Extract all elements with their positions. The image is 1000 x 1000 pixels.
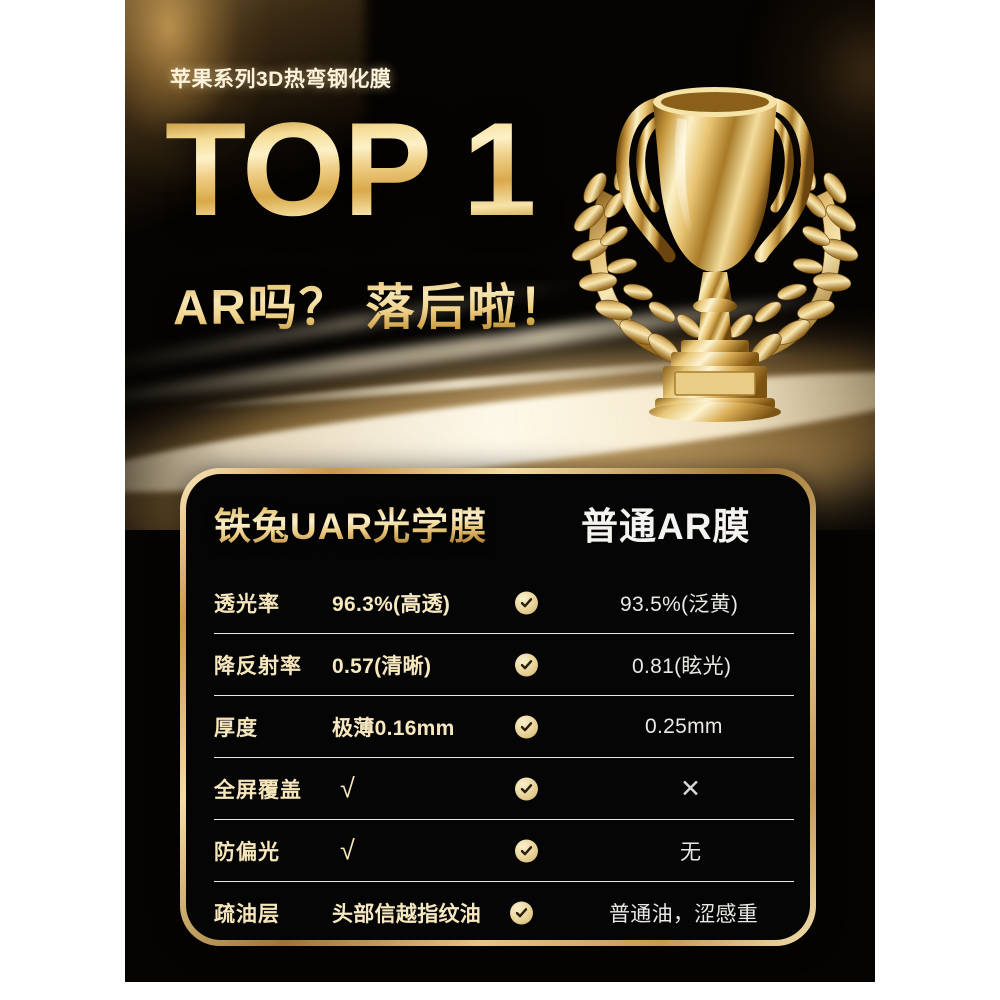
table-row: 疏油层 头部信越指纹油 普通油，涩感重 <box>214 882 794 940</box>
poster-panel: 苹果系列3D热弯钢化膜 TOP 1 AR吗？ 落后啦！ <box>125 0 875 982</box>
check-circle-icon <box>510 901 533 924</box>
row-value-ours: √ <box>340 773 356 803</box>
row-value-ours: 极薄0.16mm <box>332 716 455 740</box>
table-row: 透光率 96.3%(高透) 93.5%(泛黄) <box>214 572 794 634</box>
top-left-glow-core <box>125 0 365 260</box>
row-label: 降反射率 <box>214 654 302 678</box>
comparison-card: 铁兔UAR光学膜 普通AR膜 透光率 96.3%(高透) 93.5%(泛黄) <box>180 468 816 946</box>
table-row: 降反射率 0.57(清晰) 0.81(眩光) <box>214 634 794 696</box>
check-circle-icon <box>515 777 538 800</box>
row-value-theirs: 普通油，涩感重 <box>609 902 759 926</box>
row-value-ours: √ <box>340 835 356 865</box>
comparison-rows: 透光率 96.3%(高透) 93.5%(泛黄) 降反射率 0.57(清晰) <box>214 572 794 940</box>
column-header-theirs: 普通AR膜 <box>581 506 751 547</box>
row-label: 全屏覆盖 <box>214 778 302 802</box>
comparison-header: 铁兔UAR光学膜 普通AR膜 <box>186 496 810 558</box>
row-value-theirs: ✕ <box>680 774 702 803</box>
check-circle-icon <box>515 715 538 738</box>
row-label: 疏油层 <box>214 902 280 926</box>
row-value-ours: 96.3%(高透) <box>332 592 451 616</box>
trophy-laurel-icon <box>565 40 865 430</box>
row-value-ours: 头部信越指纹油 <box>332 902 482 926</box>
comparison-card-inner: 铁兔UAR光学膜 普通AR膜 透光率 96.3%(高透) 93.5%(泛黄) <box>186 474 810 940</box>
row-label: 防偏光 <box>214 840 280 864</box>
poster-eyebrow: 苹果系列3D热弯钢化膜 <box>170 68 392 91</box>
poster-subline: AR吗？ 落后啦！ <box>173 268 569 339</box>
page-title: TOP 1 <box>165 96 537 244</box>
row-value-theirs: 无 <box>680 840 702 864</box>
row-value-ours: 0.57(清晰) <box>332 654 432 678</box>
table-row: 全屏覆盖 √ ✕ <box>214 758 794 820</box>
table-row: 防偏光 √ 无 <box>214 820 794 882</box>
table-row: 厚度 极薄0.16mm 0.25mm <box>214 696 794 758</box>
check-circle-icon <box>515 653 538 676</box>
row-value-theirs: 0.81(眩光) <box>632 654 732 678</box>
check-circle-icon <box>515 591 538 614</box>
row-label: 透光率 <box>214 592 280 616</box>
column-header-ours: 铁兔UAR光学膜 <box>214 496 487 550</box>
row-value-theirs: 93.5%(泛黄) <box>620 592 739 616</box>
row-value-theirs: 0.25mm <box>645 714 723 738</box>
row-label: 厚度 <box>214 716 258 740</box>
check-circle-icon <box>515 839 538 862</box>
